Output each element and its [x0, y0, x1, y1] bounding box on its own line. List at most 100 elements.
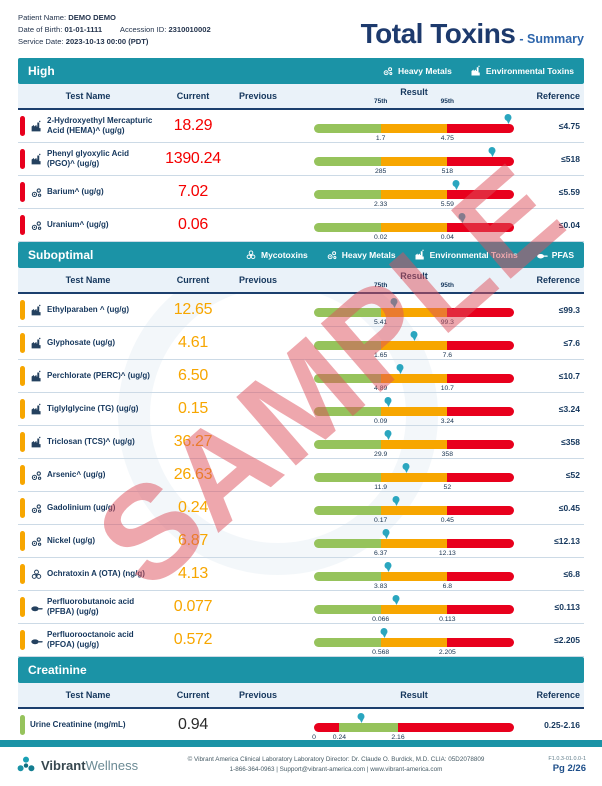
logo-text-bold: Vibrant — [41, 757, 86, 773]
bar-segment-orange — [380, 638, 448, 647]
column-result: Result 75th 95th — [288, 268, 520, 292]
test-name-cell: 2-Hydroxyethyl Mercapturic Acid (HEMA)^ … — [18, 114, 158, 138]
badge-environmental-toxins: Environmental Toxins — [414, 249, 518, 261]
result-marker — [410, 331, 418, 338]
bar-segment-green — [314, 506, 381, 515]
column-test-name: Test Name — [65, 275, 111, 285]
bar-segment-green — [314, 124, 381, 133]
percentile-75-label: 75th — [373, 98, 388, 105]
logo-text-light: Wellness — [85, 757, 139, 773]
result-bar-cell: 11.9 52 — [288, 459, 520, 491]
badge-label: Mycotoxins — [260, 250, 308, 260]
test-name: Perfluorooctanoic acid (PFOA) (ug/g) — [47, 630, 134, 649]
bar-segment-red — [447, 341, 514, 350]
column-reference: Reference — [536, 91, 580, 101]
bar-tick: 1.65 — [374, 352, 388, 359]
bar-tick: 4.75 — [440, 135, 454, 142]
mycotoxins-icon — [30, 568, 43, 581]
result-marker — [504, 114, 512, 121]
bar-segment-red — [447, 572, 514, 581]
patient-name-label: Patient Name: — [18, 13, 67, 22]
test-name: Arsenic^ (ug/g) — [47, 470, 106, 480]
bar-segment-orange — [380, 157, 448, 166]
patient-name-value: DEMO DEMO — [68, 13, 116, 22]
badge-environmental-toxins: Environmental Toxins — [470, 65, 574, 77]
result-marker — [384, 430, 392, 437]
bar-tick: 1.7 — [375, 135, 386, 142]
footer-right: F1.0.3-01.0.0-1 Pg 2/26 — [496, 756, 586, 774]
result-bar: 29.9 358 — [314, 430, 514, 458]
table-row: Perfluorobutanoic acid (PFBA) (ug/g) 0.07… — [18, 591, 584, 624]
pfas-icon — [30, 601, 43, 614]
result-header-span: Result 75th 95th — [314, 84, 514, 108]
table-row: Triclosan (TCS)^ (ug/g) 36.27 29.9 358 ≤358 — [18, 426, 584, 459]
status-pill — [20, 531, 25, 551]
test-name-cell: Perfluorobutanoic acid (PFBA) (ug/g) — [18, 595, 158, 619]
bar-tick: 358 — [441, 451, 453, 458]
bar-segment-orange — [380, 440, 448, 449]
bar-segment-green — [314, 157, 381, 166]
current-value: 0.94 — [178, 716, 208, 733]
bar-tick: 0.066 — [372, 616, 390, 623]
environmental-toxins-icon — [30, 370, 43, 383]
environmental-toxins-icon — [30, 120, 43, 133]
environmental-toxins-icon — [30, 304, 43, 317]
test-name-cell: Glyphosate (ug/g) — [18, 331, 158, 355]
bar-segment-green — [314, 638, 381, 647]
current-value: 12.65 — [173, 301, 213, 318]
result-marker — [382, 529, 390, 536]
bar-tick: 5.41 — [374, 319, 388, 326]
page-title: Total Toxins — [360, 18, 516, 49]
test-name: Nickel (ug/g) — [47, 536, 96, 546]
result-bar: 1.7 4.75 — [314, 114, 514, 142]
test-name: Ochratoxin A (OTA) (ng/g) — [47, 569, 145, 579]
test-name: Perchlorate (PERC)^ (ug/g) — [47, 371, 150, 381]
column-test-name: Test Name — [65, 690, 111, 700]
test-name: Perfluorobutanoic acid (PFBA) (ug/g) — [47, 597, 135, 616]
bar-segment-orange — [380, 506, 448, 515]
test-name: Ethylparaben ^ (ug/g) — [47, 305, 130, 315]
reference-value: ≤358 — [561, 437, 580, 447]
status-pill — [20, 300, 25, 320]
bar-segment-red — [447, 407, 514, 416]
table-row: Gadolinium (ug/g) 0.24 0.17 0.45 ≤0.45 — [18, 492, 584, 525]
result-bar: 0 0.24 2.16 — [312, 713, 514, 741]
test-name: 2-Hydroxyethyl Mercapturic Acid (HEMA)^ … — [47, 116, 153, 135]
current-value: 18.29 — [173, 117, 213, 134]
result-bar: 0.02 0.04 — [314, 213, 514, 241]
bar-tick: 2.33 — [374, 201, 388, 208]
bar-segment-green — [314, 341, 381, 350]
result-bar: 3.83 6.8 — [314, 562, 514, 590]
bar-tick: 0.09 — [374, 418, 388, 425]
bar-segment-red — [447, 308, 514, 317]
column-result-label: Result — [400, 271, 428, 281]
result-bar: 285 518 — [314, 147, 514, 175]
bar-segment-red — [447, 190, 514, 199]
result-bar-cell: 285 518 — [288, 143, 520, 175]
badge-label: Heavy Metals — [341, 250, 396, 260]
bar-segment-orange — [380, 572, 448, 581]
test-name-cell: Triclosan (TCS)^ (ug/g) — [18, 430, 158, 454]
section-title: Creatinine — [28, 663, 87, 677]
bar-tick: 0.45 — [440, 517, 454, 524]
test-name: Phenyl glyoxylic Acid (PGO)^ (ug/g) — [47, 149, 129, 168]
bar-segment-green — [314, 407, 381, 416]
lab-info: © Vibrant America Clinical Laboratory La… — [176, 755, 496, 776]
status-pill — [20, 465, 25, 485]
column-result: Result 75th 95th — [288, 84, 520, 108]
result-bar: 1.65 7.6 — [314, 331, 514, 359]
bar-segment-green — [314, 374, 381, 383]
result-bar-cell: 0.09 3.24 — [288, 393, 520, 425]
bar-segment-red — [447, 539, 514, 548]
result-bar-cell: 1.7 4.75 — [288, 110, 520, 142]
column-previous: Previous — [238, 91, 278, 101]
section-header-suboptimal: Suboptimal Mycotoxins Heavy Metals Environm… — [18, 242, 584, 268]
result-bar: 2.33 5.59 — [314, 180, 514, 208]
bar-tick: 518 — [441, 168, 453, 175]
test-name-cell: Phenyl glyoxylic Acid (PGO)^ (ug/g) — [18, 147, 158, 171]
pfas-icon — [536, 249, 548, 261]
result-header-span: Result 75th 95th — [314, 268, 514, 292]
percentile-95-label: 95th — [440, 98, 455, 105]
bar-tick: 3.24 — [440, 418, 454, 425]
